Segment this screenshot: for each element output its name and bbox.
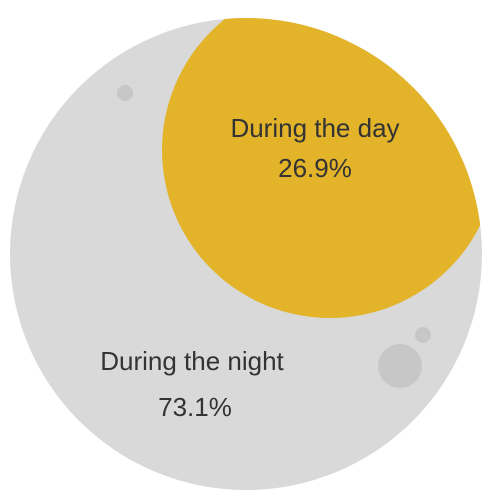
label-day-value: 26.9% — [278, 153, 352, 183]
crater-tiny-right — [415, 327, 431, 343]
label-night-value: 73.1% — [158, 392, 232, 422]
label-day-name: During the day — [230, 113, 399, 143]
crater-large-right — [378, 344, 422, 388]
label-night-name: During the night — [100, 346, 284, 376]
crater-small-left — [117, 85, 133, 101]
